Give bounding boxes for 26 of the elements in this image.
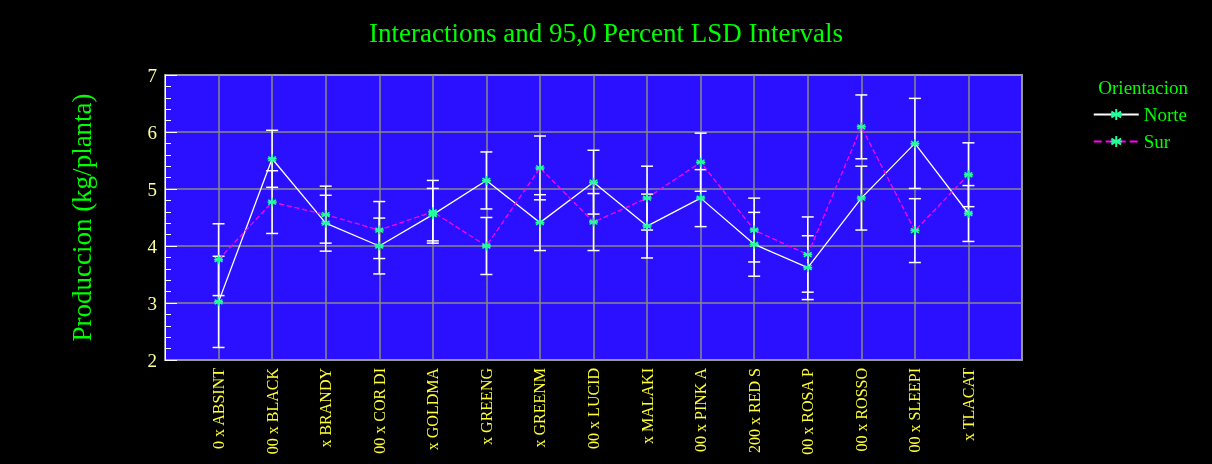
y-tick-label: 7 [147,64,157,86]
x-tick-label: x GREENM [531,368,549,448]
y-tick-label: 3 [147,292,157,314]
x-tick-label: x TLACAT [959,367,977,442]
legend-label: Sur [1143,131,1171,152]
x-tick-label: 00 x LUCID [585,368,602,449]
x-tick-label: x GOLDMA [424,367,442,451]
x-tick-label: x MALAKI [638,368,656,444]
x-tick-label: 00 x COR DI [370,368,388,454]
x-tick-label: 00 x ROSSO [852,368,870,452]
x-tick-label: x BRANDY [317,367,335,448]
y-tick-label: 2 [147,349,157,371]
legend-title: Orientacion [1098,77,1189,98]
y-tick-label: 5 [147,178,157,200]
chart-title: Interactions and 95,0 Percent LSD Intervals [369,17,843,48]
y-tick-label: 6 [147,121,157,143]
x-tick-label: 0 x ABSINT [210,367,228,449]
x-tick-label: 200 x RED S [745,368,763,453]
x-tick-label: 00 x ROSA P [799,367,817,455]
y-tick-label: 4 [147,235,158,257]
x-tick-label: 00 x PINK A [692,367,710,453]
legend-label: Norte [1143,104,1188,125]
x-tick-label: 00 x BLACK [263,367,281,455]
x-tick-label: 00 x SLEEPI [906,368,924,453]
y-axis-title: Produccion (kg/planta) [66,93,97,342]
x-tick-label: x GREENG [477,367,495,445]
